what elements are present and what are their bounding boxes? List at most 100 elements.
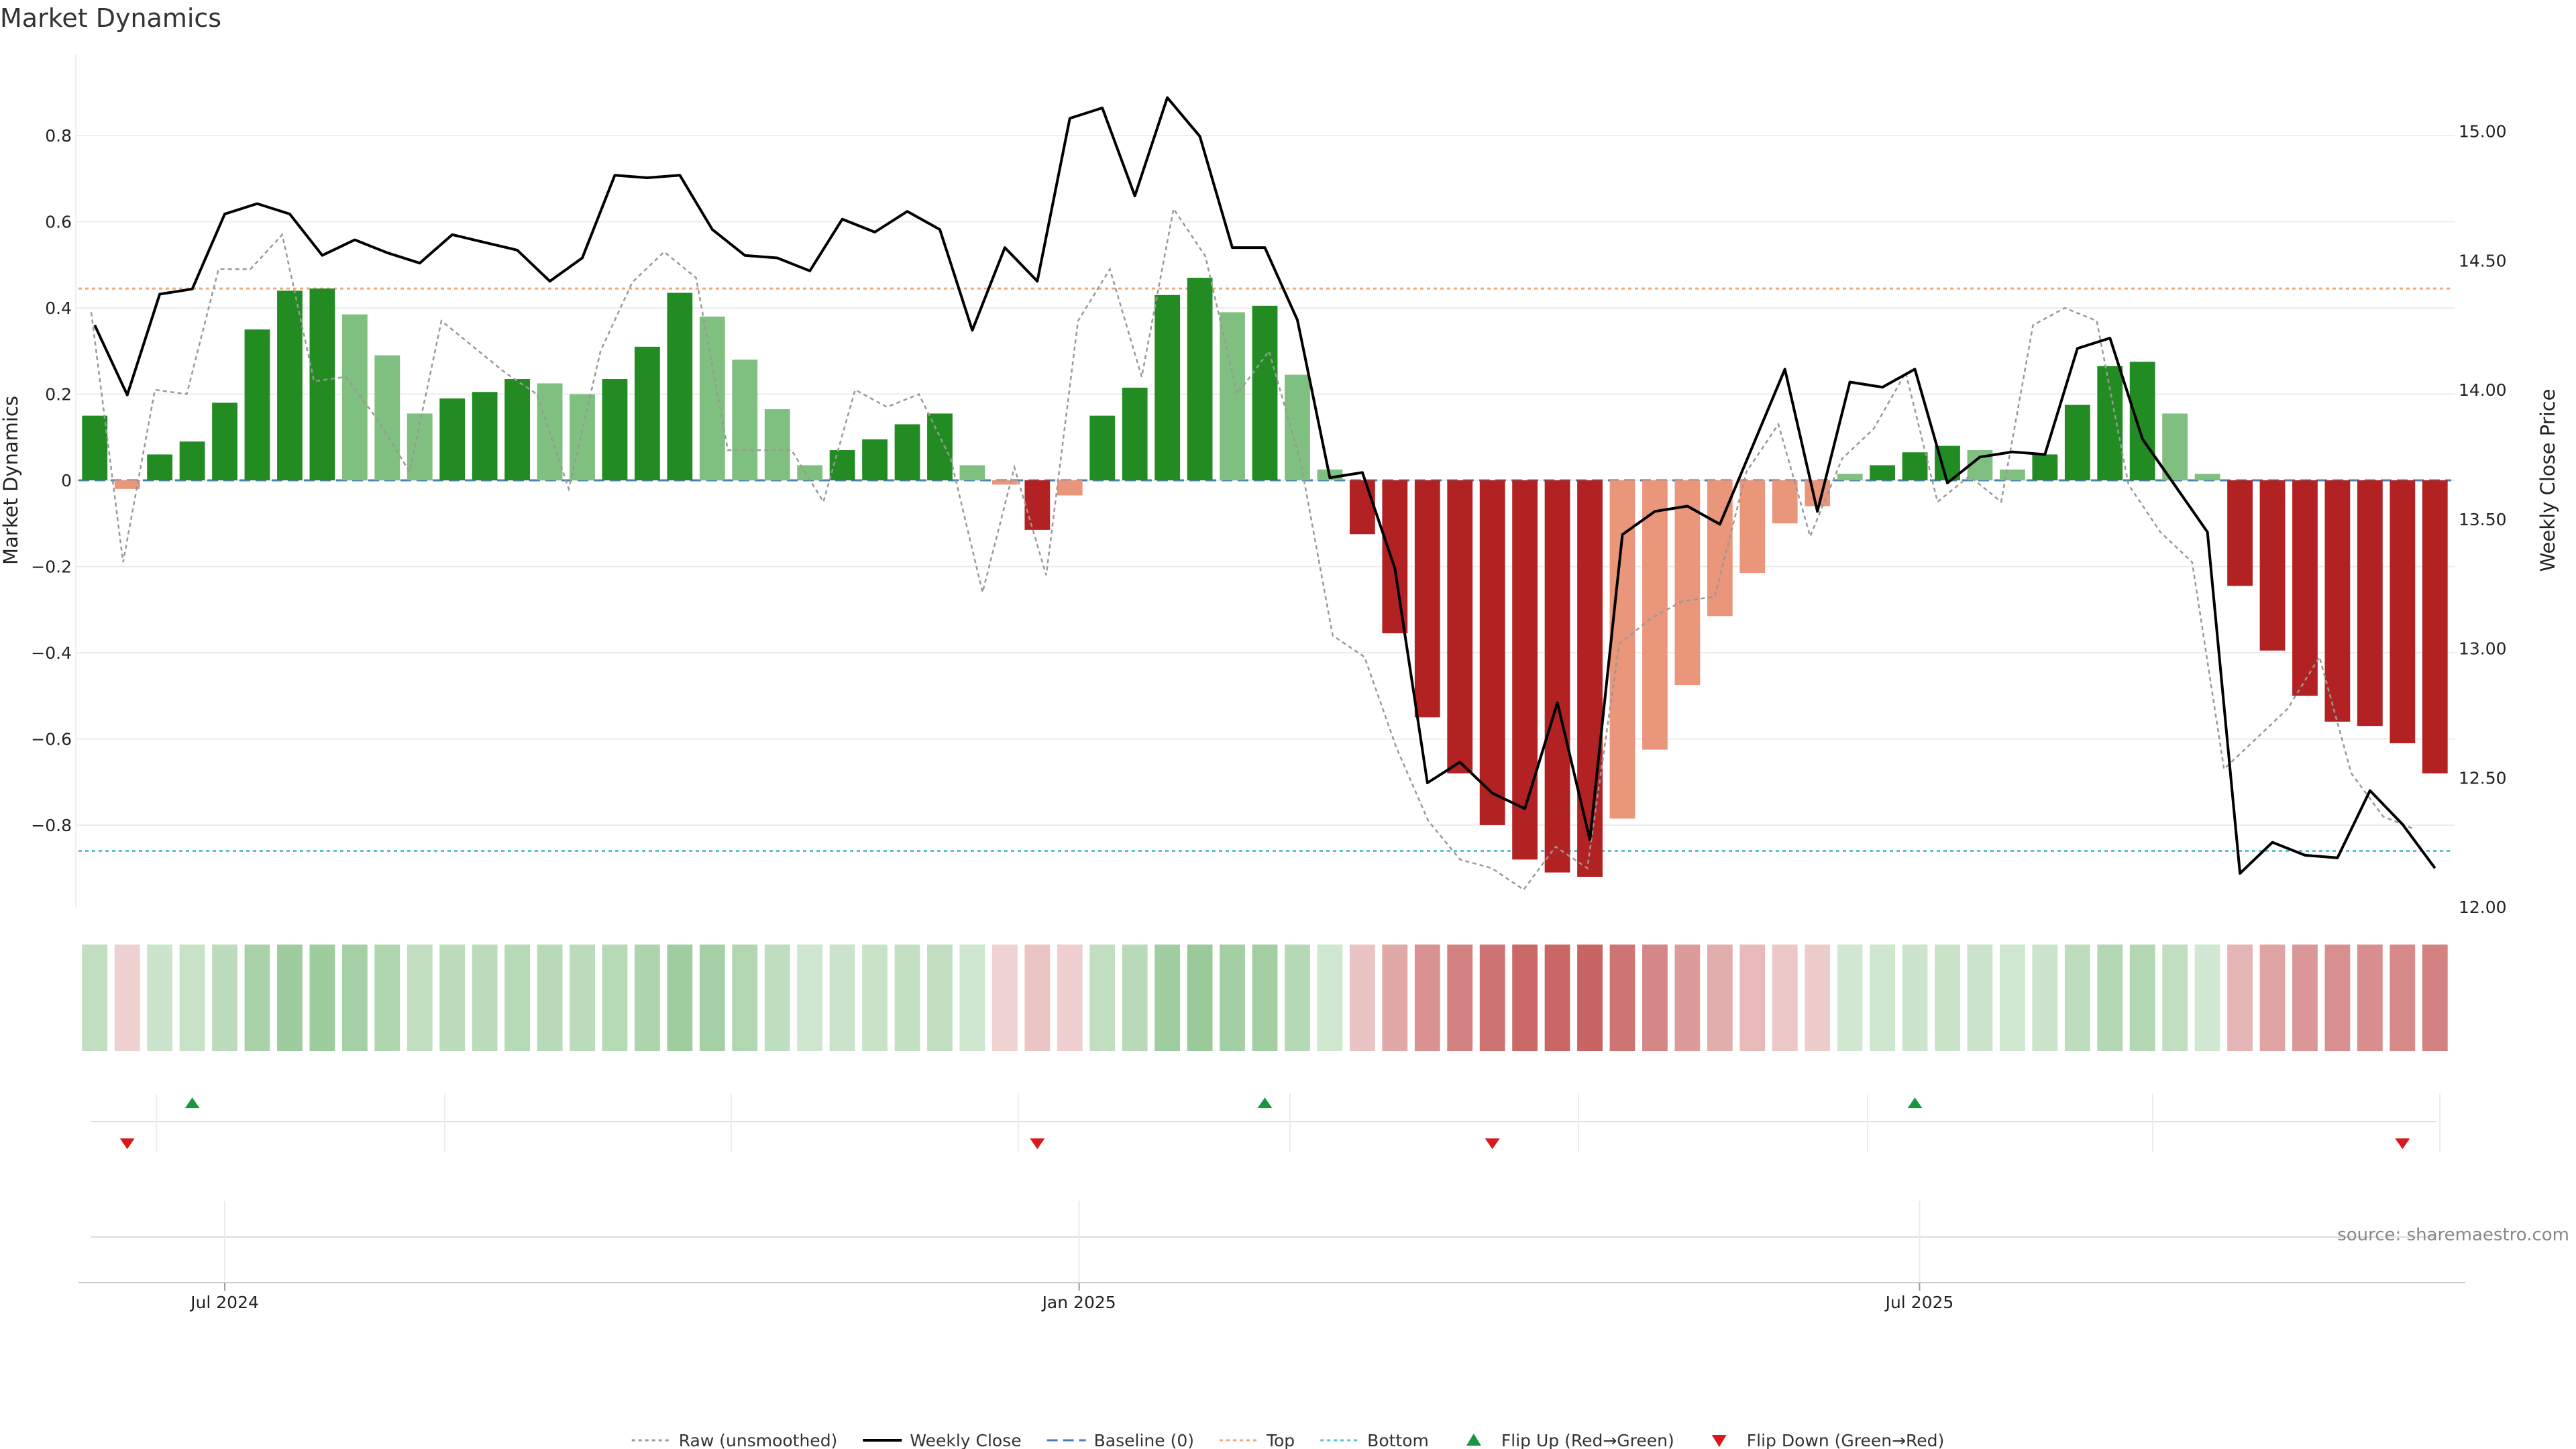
heat-cell: [1512, 945, 1538, 1051]
heat-cell: [309, 945, 335, 1051]
heat-cell: [2390, 945, 2416, 1051]
heat-cell: [1447, 945, 1473, 1051]
bar: [797, 465, 823, 480]
left-tick-label: −0.2: [31, 557, 72, 576]
x-tick-label: Jul 2024: [189, 1293, 259, 1312]
bar: [1772, 480, 1798, 524]
legend-item: Baseline (0): [1046, 1431, 1194, 1449]
heat-cell: [602, 945, 628, 1051]
bar: [732, 360, 758, 480]
bar: [635, 346, 660, 480]
legend-label: Bottom: [1367, 1431, 1429, 1449]
left-axis-label: Market Dynamics: [0, 396, 22, 565]
left-tick-label: −0.6: [31, 729, 72, 749]
left-tick-label: 0.6: [45, 213, 72, 232]
heat-cell: [927, 945, 953, 1051]
bar: [179, 441, 205, 480]
heat-cell: [2194, 945, 2220, 1051]
heat-cell: [699, 945, 725, 1051]
bar: [1122, 387, 1148, 480]
x-tick-label: Jan 2025: [1041, 1293, 1116, 1312]
right-tick-label: 14.00: [2459, 380, 2507, 400]
legend-label: Flip Up (Red→Green): [1501, 1431, 1674, 1449]
heat-cell: [1187, 945, 1213, 1051]
heat-cell: [1902, 945, 1928, 1051]
source-label: source: sharemaestro.com: [2337, 1225, 2569, 1245]
flip-up-marker: [1907, 1097, 1923, 1108]
heat-cell: [1382, 945, 1408, 1051]
heat-cell: [82, 945, 108, 1051]
chart-title: Market Dynamics: [0, 3, 221, 33]
bar: [1870, 465, 1895, 480]
heat-cell: [1935, 945, 1960, 1051]
bar: [1739, 480, 1766, 574]
bar: [2097, 366, 2123, 480]
heat-cell: [862, 945, 888, 1051]
legend-item: Weekly Close: [863, 1431, 1022, 1449]
flip-down-marker: [2395, 1138, 2410, 1149]
bar: [82, 415, 108, 480]
legend-item: Bottom: [1320, 1431, 1429, 1449]
heat-cell: [1967, 945, 1993, 1051]
heat-cell: [1772, 945, 1798, 1051]
bar: [2000, 469, 2025, 480]
right-tick-label: 13.50: [2459, 510, 2507, 529]
flip-up-marker: [1257, 1097, 1273, 1108]
bar: [1414, 480, 1440, 718]
left-tick-label: 0.4: [45, 299, 72, 318]
left-axis: 0.8 0.6 0.4 0.2 0 −0.2 −0.4 −0.6 −0.8: [31, 54, 76, 907]
bar: [862, 439, 888, 480]
right-tick-label: 13.00: [2459, 639, 2507, 659]
heat-cell: [570, 945, 595, 1051]
bar: [764, 409, 790, 480]
bar: [991, 480, 1018, 485]
bar: [472, 392, 498, 480]
bar: [309, 288, 335, 480]
heat-cell: [1642, 945, 1668, 1051]
heat-cell: [1805, 945, 1831, 1051]
heat-cell: [114, 945, 140, 1051]
heat-strip: [82, 945, 2448, 1051]
heat-cell: [212, 945, 237, 1051]
legend-item: Top: [1219, 1431, 1295, 1449]
heat-cell: [374, 945, 400, 1051]
heat-cell: [2000, 945, 2025, 1051]
heat-cell: [2097, 945, 2123, 1051]
bar: [2390, 480, 2416, 743]
bar: [374, 355, 400, 480]
heat-cell: [1577, 945, 1603, 1051]
heat-cell: [2324, 945, 2351, 1051]
bar: [2324, 480, 2351, 722]
x-axis: Jul 2024 Jan 2025 Jul 2025: [78, 1201, 2465, 1312]
heat-cell: [179, 945, 205, 1051]
bar: [2227, 480, 2253, 586]
heat-cell: [1024, 945, 1051, 1051]
right-tick-label: 14.50: [2459, 251, 2507, 270]
heat-cell: [407, 945, 433, 1051]
heat-cell: [2292, 945, 2318, 1051]
legend-item: Raw (unsmoothed): [631, 1431, 837, 1449]
bar: [1642, 480, 1668, 750]
heat-cell: [2422, 945, 2448, 1051]
heat-cell: [1479, 945, 1505, 1051]
flip-up-marker: [184, 1097, 200, 1108]
legend-label: Weekly Close: [910, 1431, 1021, 1449]
legend-flip-up-icon: [1466, 1434, 1481, 1446]
bar: [959, 465, 985, 480]
heat-cell: [1349, 945, 1375, 1051]
bar: [114, 480, 140, 489]
bar: [212, 402, 237, 480]
bar: [2064, 405, 2090, 480]
bars: [82, 278, 2448, 877]
heat-cell: [1220, 945, 1245, 1051]
heat-cell: [1609, 945, 1635, 1051]
heat-cell: [2227, 945, 2253, 1051]
legend-label: Top: [1266, 1431, 1295, 1449]
left-tick-label: 0: [61, 471, 72, 490]
heat-cell: [1057, 945, 1083, 1051]
right-axis: 15.00 14.50 14.00 13.50 13.00 12.50 12.00: [2459, 122, 2507, 917]
line-series: [90, 96, 2436, 892]
bar: [2357, 480, 2383, 727]
legend-item: Flip Down (Green→Red): [1711, 1431, 1944, 1449]
bar: [147, 454, 173, 480]
